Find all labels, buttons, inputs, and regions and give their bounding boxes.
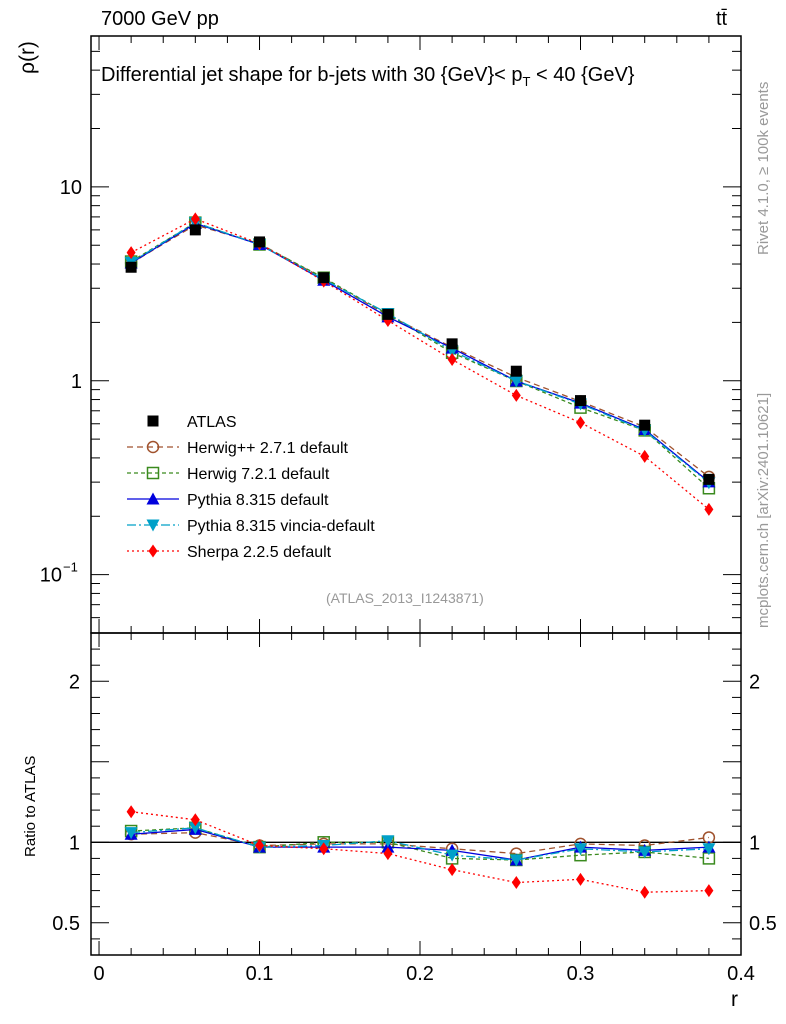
series-point bbox=[190, 212, 200, 226]
ratio-point bbox=[574, 843, 588, 856]
ratio-point bbox=[319, 842, 329, 856]
series-line bbox=[130, 218, 710, 510]
series-point bbox=[126, 246, 136, 260]
ratio-point bbox=[445, 849, 459, 862]
x-axis-label: r bbox=[731, 988, 738, 1011]
legend-label: ATLAS bbox=[187, 414, 237, 431]
ratio-series-line bbox=[131, 828, 709, 861]
legend-marker bbox=[146, 440, 160, 454]
y-tick-label: 10 bbox=[60, 177, 82, 199]
x-tick-label: 0.2 bbox=[406, 963, 434, 985]
header-right: tt̄ bbox=[716, 8, 728, 30]
ratio-point bbox=[190, 813, 200, 827]
series-point bbox=[640, 449, 650, 463]
ratio-point bbox=[638, 846, 652, 859]
data-point bbox=[125, 261, 137, 273]
legend-label: Sherpa 2.2.5 default bbox=[187, 544, 332, 561]
legend-label: Herwig++ 2.7.1 default bbox=[187, 440, 349, 457]
chart-title-subscript: T bbox=[522, 74, 531, 89]
legend-marker bbox=[146, 519, 160, 532]
chart-title: Differential jet shape for b-jets with 3… bbox=[101, 64, 634, 89]
series-line bbox=[130, 221, 710, 484]
ratio-series-line bbox=[131, 831, 709, 855]
ratio-point bbox=[511, 876, 521, 890]
data-point bbox=[446, 338, 458, 350]
data-point bbox=[189, 224, 201, 236]
ratio-point bbox=[576, 872, 586, 886]
legend-marker-atlas bbox=[147, 415, 159, 427]
header-left: 7000 GeV pp bbox=[101, 8, 219, 30]
ratio-point bbox=[704, 884, 714, 898]
x-tick-label: 0.1 bbox=[246, 963, 274, 985]
ratio-point bbox=[702, 843, 716, 856]
data-point bbox=[318, 272, 330, 284]
x-tick-label: 0.3 bbox=[567, 963, 595, 985]
data-point bbox=[254, 236, 266, 248]
ratio-plot-frame bbox=[90, 632, 742, 956]
ratio-point bbox=[255, 839, 265, 853]
ratio-point bbox=[447, 863, 457, 877]
ratio-y-tick-label: 2 bbox=[69, 671, 80, 693]
legend-marker bbox=[146, 466, 160, 480]
legend-marker bbox=[146, 492, 160, 505]
ratio-y-tick-label: 1 bbox=[69, 832, 80, 854]
y-tick-label: 10 bbox=[40, 565, 62, 587]
y-tick-exponent: −1 bbox=[63, 560, 78, 575]
ratio-point bbox=[509, 854, 523, 867]
series-point bbox=[576, 416, 586, 430]
data-point bbox=[382, 308, 394, 320]
ratio-point bbox=[383, 847, 393, 861]
series-line bbox=[130, 224, 710, 478]
series-point bbox=[447, 353, 457, 367]
legend-marker bbox=[148, 544, 158, 558]
ratio-y-tick-label: 0.5 bbox=[52, 913, 80, 935]
x-tick-label: 0.4 bbox=[727, 963, 755, 985]
ratio-point bbox=[381, 835, 395, 848]
ratio-y-tick-label-right: 2 bbox=[749, 671, 760, 693]
chart-title-end: < 40 {GeV} bbox=[530, 64, 635, 86]
series-point bbox=[704, 502, 714, 516]
series-point bbox=[511, 388, 521, 402]
ratio-y-tick-label-right: 1 bbox=[749, 832, 760, 854]
ratio-point bbox=[640, 885, 650, 899]
data-point bbox=[639, 419, 651, 431]
ratio-series-line bbox=[131, 827, 709, 861]
x-tick-label: 0 bbox=[93, 963, 104, 985]
ratio-series-line bbox=[131, 811, 709, 893]
ratio-point bbox=[124, 827, 138, 840]
data-point bbox=[510, 365, 522, 377]
chart-title-main: Differential jet shape for b-jets with 3… bbox=[101, 64, 523, 86]
ratio-series-line bbox=[131, 827, 709, 861]
ratio-y-tick-label-right: 0.5 bbox=[749, 913, 777, 935]
analysis-id: (ATLAS_2013_I1243871) bbox=[326, 590, 484, 606]
series-point bbox=[509, 375, 523, 388]
legend-label: Pythia 8.315 vincia-default bbox=[187, 518, 375, 535]
legend-label: Pythia 8.315 default bbox=[187, 492, 329, 509]
legend-label: Herwig 7.2.1 default bbox=[187, 466, 330, 483]
ratio-point bbox=[126, 805, 136, 819]
data-point bbox=[703, 473, 715, 485]
y-tick-label: 1 bbox=[71, 371, 82, 393]
ratio-point bbox=[188, 822, 202, 835]
data-point bbox=[575, 395, 587, 407]
